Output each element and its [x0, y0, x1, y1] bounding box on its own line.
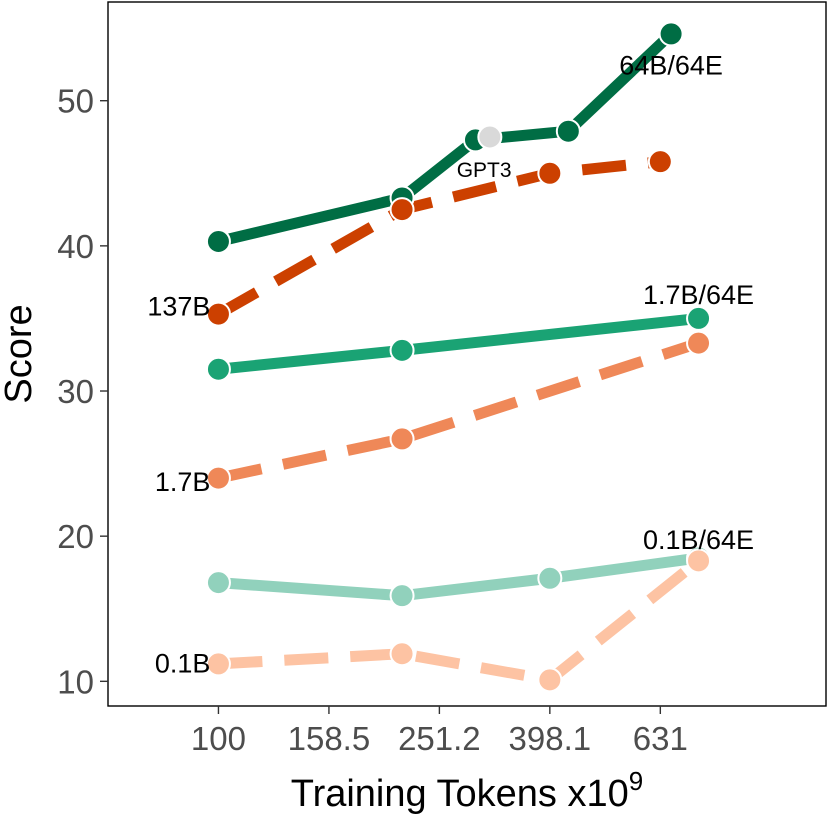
- plot-panel-border: [107, 1, 827, 707]
- series-line-0-1b: [218, 556, 702, 686]
- x-tick-label: 251.2: [398, 720, 481, 757]
- data-point-64b-64e: [658, 21, 684, 47]
- y-tick-label: 50: [57, 83, 94, 120]
- data-point-0-1b-64e: [537, 565, 563, 591]
- y-axis: 10 20 30 40 50: [57, 83, 108, 700]
- data-point-1-7b: [389, 426, 415, 452]
- x-axis-title-exponent: 9: [629, 766, 643, 796]
- data-point-64b-64e: [555, 118, 581, 144]
- data-point-0-1b-64e: [205, 570, 231, 596]
- data-point-0-1b: [389, 641, 415, 667]
- x-tick-label: 158.5: [288, 720, 371, 757]
- plot-background: [108, 2, 826, 706]
- data-point-1-7b-64e: [686, 305, 712, 331]
- reference-point-gpt3: [477, 124, 503, 150]
- series-label-0-1b: 0.1B: [155, 648, 211, 678]
- x-tick-label: 398.1: [509, 720, 592, 757]
- y-tick-label: 40: [57, 228, 94, 265]
- labels-layer: 64B/64E 137B 1.7B/64E 1.7B 0.1B/64E 0.1B GPT3: [147, 50, 754, 678]
- data-point-0-1b: [686, 548, 712, 574]
- y-tick-label: 30: [57, 373, 94, 410]
- data-point-137b: [647, 149, 673, 175]
- series-line-137b: [215, 156, 661, 319]
- y-tick-label: 20: [57, 518, 94, 555]
- data-point-0-1b: [205, 651, 231, 677]
- data-point-137b: [537, 160, 563, 186]
- x-tick-label: 100: [191, 720, 246, 757]
- series-label-137b: 137B: [147, 291, 210, 321]
- series-label-1-7b-64e: 1.7B/64E: [643, 280, 754, 310]
- data-point-1-7b-64e: [389, 337, 415, 363]
- series-line-0-1b-64e: [218, 552, 700, 602]
- x-axis-title-text: Training Tokens x10: [291, 773, 629, 815]
- data-point-0-1b: [537, 667, 563, 693]
- series-label-64b-64e: 64B/64E: [619, 50, 723, 80]
- data-point-64b-64e: [205, 229, 231, 255]
- series-label-0-1b-64e: 0.1B/64E: [643, 525, 754, 555]
- x-axis: 100 158.5 251.2 398.1 631: [191, 706, 688, 757]
- data-point-1-7b-64e: [205, 356, 231, 382]
- x-tick-label: 631: [633, 720, 688, 757]
- reference-point-label-gpt3: GPT3: [457, 159, 512, 182]
- data-point-1-7b: [686, 330, 712, 356]
- y-tick-label: 10: [57, 663, 94, 700]
- y-axis-title: Score: [0, 304, 40, 403]
- data-point-1-7b: [205, 465, 231, 491]
- x-axis-title: Training Tokens x109: [291, 766, 643, 815]
- data-point-0-1b-64e: [389, 583, 415, 609]
- series-label-1-7b: 1.7B: [155, 467, 211, 497]
- points-layer: [205, 21, 712, 693]
- data-point-137b: [205, 301, 231, 327]
- data-point-137b: [389, 197, 415, 223]
